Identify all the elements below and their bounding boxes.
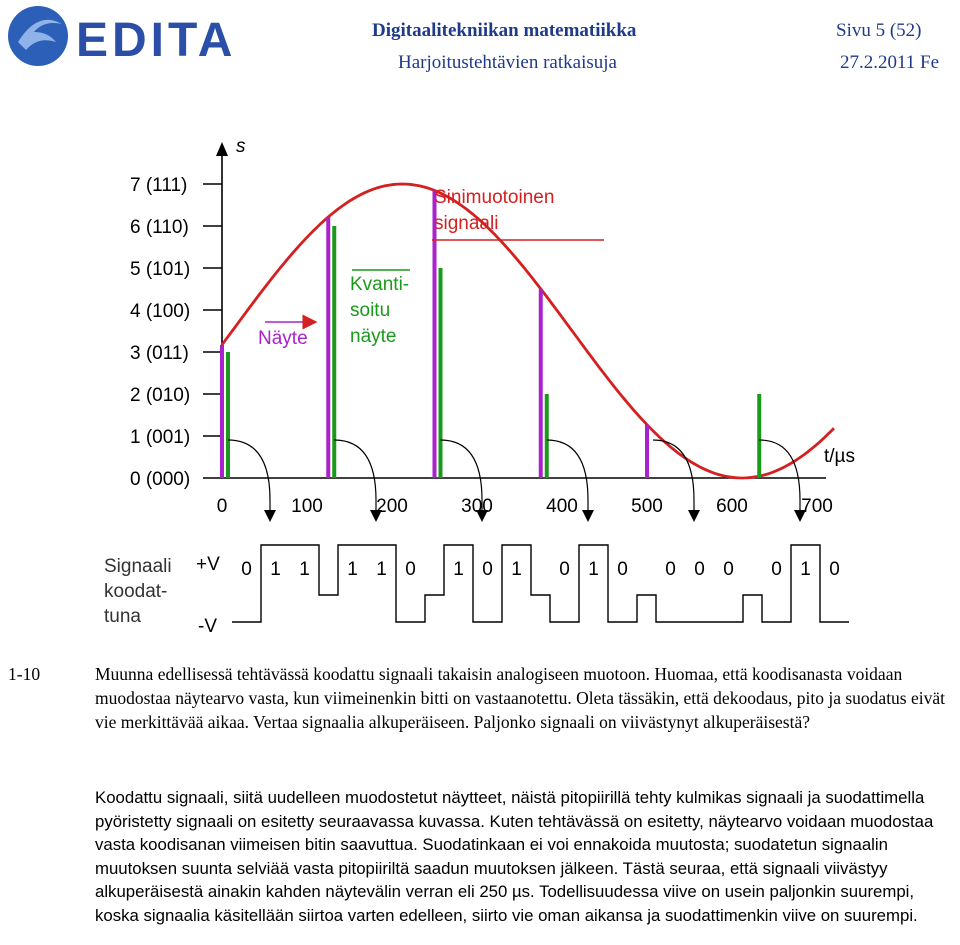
bit-label: 0	[694, 559, 705, 580]
y-axis-label: s	[236, 136, 246, 157]
bit-label: 1	[511, 559, 522, 580]
time-tick-label: 600	[716, 496, 748, 517]
page-number: Sivu 5 (52)	[836, 20, 922, 41]
callout-sine-line2: signaali	[434, 213, 498, 234]
level-high-label: +V	[196, 554, 220, 575]
level-label: 4 (100)	[130, 301, 190, 322]
coding-arrow-curve	[652, 439, 695, 512]
x-axis-label: t/µs	[824, 446, 855, 467]
document-subtitle: Harjoitustehtävien ratkaisuja	[398, 52, 617, 73]
coding-arrow-curve	[227, 439, 271, 512]
callout-quantized-line2: soitu	[350, 300, 390, 321]
encoded-label-line2: koodat-	[104, 581, 167, 602]
document-date: 27.2.2011 Fe	[840, 52, 940, 73]
logo-swirl-icon	[18, 19, 62, 50]
bit-label: 1	[588, 559, 599, 580]
arrow-head-icon	[794, 510, 806, 522]
callout-quantized-line3: näyte	[350, 326, 396, 347]
coding-arrow-curve	[334, 439, 377, 512]
arrow-head-icon	[476, 510, 488, 522]
bit-label: 0	[482, 559, 493, 580]
coding-arrow-curve	[546, 439, 589, 512]
bit-label: 0	[559, 559, 570, 580]
coding-arrows	[227, 264, 806, 670]
time-tick-label: 200	[376, 496, 408, 517]
document-title: Digitaalitekniikan matematiikka	[372, 20, 637, 41]
bit-label: 1	[800, 559, 811, 580]
callout-sample: Näyte	[258, 328, 308, 349]
encoded-bit-waveform	[232, 544, 849, 623]
time-tick-label: 400	[546, 496, 578, 517]
encoded-label-line3: tuna	[104, 606, 141, 627]
bit-label: 0	[723, 559, 734, 580]
arrow-head-icon	[582, 510, 594, 522]
coding-arrow	[228, 264, 268, 480]
bit-label: 0	[617, 559, 628, 580]
level-label: 1 (001)	[130, 427, 190, 448]
callout-quantized-line1: Kvanti-	[350, 274, 409, 295]
edita-logo: EDITA	[8, 6, 236, 67]
arrow-head-icon	[264, 510, 276, 522]
level-low-label: -V	[198, 616, 217, 637]
time-tick-label: 0	[217, 496, 228, 517]
bit-label: 1	[299, 559, 310, 580]
level-label: 3 (011)	[130, 343, 189, 364]
bit-label: 1	[270, 559, 281, 580]
sine-signal	[220, 182, 835, 480]
bit-label: 0	[771, 559, 782, 580]
encoded-label-line1: Signaali	[104, 556, 172, 577]
arrow-head-icon	[688, 510, 700, 522]
quantized-sample-bars	[226, 226, 762, 478]
logo-text: EDITA	[76, 14, 236, 67]
exercise-text: Muunna edellisessä tehtävässä koodattu s…	[95, 664, 946, 732]
time-tick-label: 500	[631, 496, 663, 517]
exercise-number: 1-10	[8, 664, 41, 684]
level-label: 2 (010)	[130, 385, 190, 406]
bit-label: 1	[453, 559, 464, 580]
coding-arrow-curve	[440, 439, 483, 512]
bit-label: 0	[829, 559, 840, 580]
bit-label: 1	[376, 559, 387, 580]
bit-label: 0	[405, 559, 416, 580]
level-label: 0 (000)	[130, 469, 190, 490]
level-label: 6 (110)	[130, 217, 189, 238]
coding-arrow-curve	[759, 439, 801, 512]
level-label: 5 (101)	[130, 259, 190, 280]
coding-arrow	[653, 440, 693, 670]
bit-label: 0	[665, 559, 676, 580]
y-axis-arrow-icon	[216, 142, 228, 156]
bit-label: 0	[241, 559, 252, 580]
sampling-figure: 7 (111) 6 (110) 5 (101) 4 (100) 3 (011) 2 (01…	[104, 136, 855, 670]
bit-label: 1	[347, 559, 358, 580]
time-tick-label: 100	[291, 496, 323, 517]
sample-bars	[220, 190, 756, 478]
time-tick-label: 300	[461, 496, 493, 517]
callout-sine-line1: Sinimuotoinen	[434, 187, 554, 208]
coding-arrow	[334, 370, 374, 480]
time-tick-label: 700	[801, 496, 833, 517]
axes: s t/µs	[216, 136, 855, 479]
time-tick-labels: 0 100 200 300 400 500 600 700	[217, 496, 833, 517]
level-label: 7 (111)	[130, 175, 187, 196]
quantization-levels: 7 (111) 6 (110) 5 (101) 4 (100) 3 (011) 2 (01…	[130, 175, 222, 490]
answer-text: Koodattu signaali, siitä uudelleen muodo…	[95, 788, 934, 925]
arrow-head-icon	[370, 510, 382, 522]
